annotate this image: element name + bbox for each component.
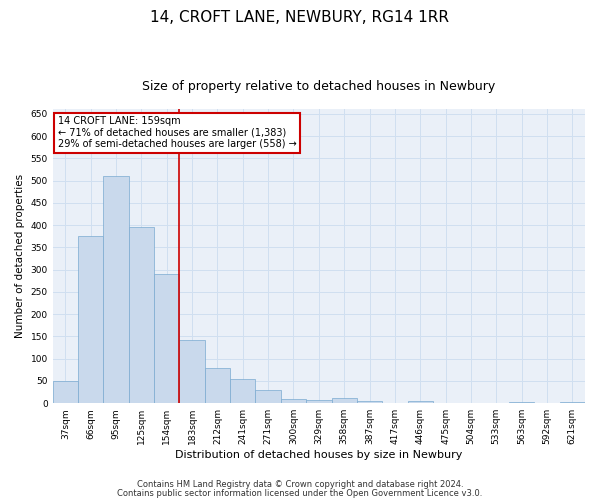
Bar	[357, 402, 382, 403]
Text: 14 CROFT LANE: 159sqm
← 71% of detached houses are smaller (1,383)
29% of semi-d: 14 CROFT LANE: 159sqm ← 71% of detached …	[58, 116, 296, 150]
Bar	[205, 368, 230, 403]
Bar	[306, 400, 332, 403]
Bar	[179, 340, 205, 403]
X-axis label: Distribution of detached houses by size in Newbury: Distribution of detached houses by size …	[175, 450, 463, 460]
Bar	[53, 381, 78, 403]
Title: Size of property relative to detached houses in Newbury: Size of property relative to detached ho…	[142, 80, 496, 93]
Bar	[129, 228, 154, 403]
Bar	[230, 378, 256, 403]
Bar	[560, 402, 585, 403]
Text: Contains public sector information licensed under the Open Government Licence v3: Contains public sector information licen…	[118, 488, 482, 498]
Bar	[154, 274, 179, 403]
Text: 14, CROFT LANE, NEWBURY, RG14 1RR: 14, CROFT LANE, NEWBURY, RG14 1RR	[151, 10, 449, 25]
Y-axis label: Number of detached properties: Number of detached properties	[15, 174, 25, 338]
Bar	[256, 390, 281, 403]
Bar	[103, 176, 129, 403]
Bar	[509, 402, 535, 403]
Bar	[78, 236, 103, 403]
Bar	[407, 401, 433, 403]
Bar	[281, 399, 306, 403]
Bar	[332, 398, 357, 403]
Text: Contains HM Land Registry data © Crown copyright and database right 2024.: Contains HM Land Registry data © Crown c…	[137, 480, 463, 489]
